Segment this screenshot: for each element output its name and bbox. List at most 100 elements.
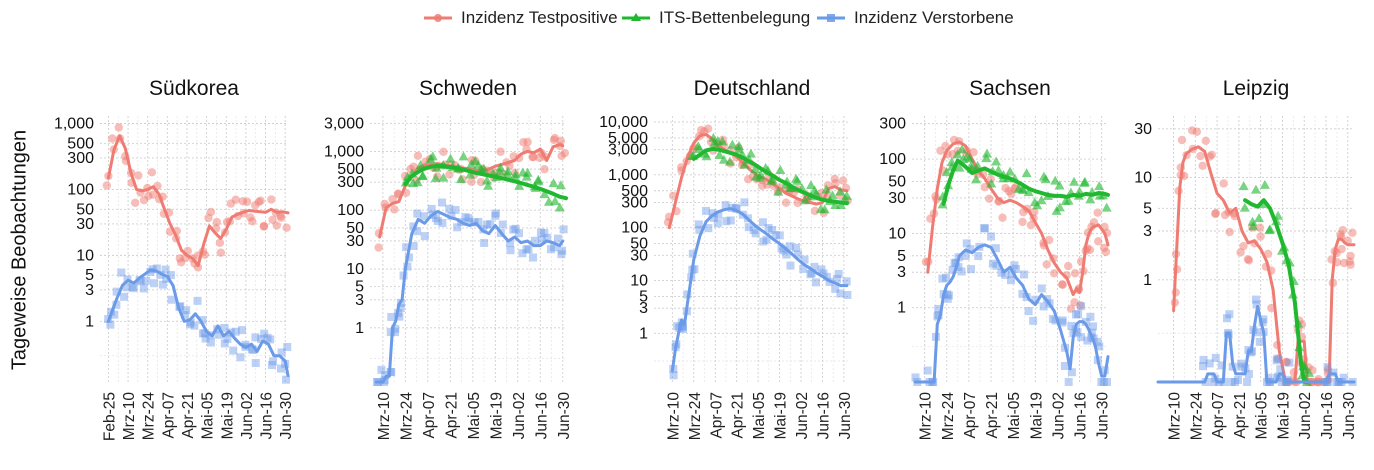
data-point xyxy=(445,170,454,179)
data-point xyxy=(1094,237,1103,246)
y-tick-label: 300 xyxy=(879,116,906,133)
data-point xyxy=(1011,264,1020,273)
legend-item-its[interactable]: ITS-Bettenbelegung xyxy=(621,6,810,30)
panel-title: Leipzig xyxy=(1223,77,1290,100)
data-point xyxy=(427,151,438,161)
data-point xyxy=(433,216,442,225)
data-point xyxy=(941,167,952,177)
data-point xyxy=(834,269,843,278)
data-point xyxy=(709,213,718,222)
y-tick-label: 1 xyxy=(85,313,94,330)
x-tick-label: Jun-02 xyxy=(1050,392,1067,439)
data-point xyxy=(754,172,765,182)
data-point xyxy=(496,147,505,156)
data-point xyxy=(1199,355,1208,364)
data-point xyxy=(518,249,527,258)
data-point xyxy=(231,195,240,204)
data-point xyxy=(701,151,712,161)
data-point xyxy=(1066,304,1076,313)
data-point xyxy=(1243,255,1253,264)
series-inzidenz-verstorbene xyxy=(104,264,292,384)
series-inzidenz-verstorbene xyxy=(669,198,852,380)
data-point xyxy=(413,209,422,218)
data-point xyxy=(1051,316,1060,325)
data-point xyxy=(943,294,952,303)
data-point xyxy=(249,345,258,354)
series-line xyxy=(106,268,290,378)
data-point xyxy=(387,368,396,377)
data-point xyxy=(1251,295,1260,304)
data-point xyxy=(198,329,207,338)
data-point xyxy=(1339,373,1348,382)
data-point xyxy=(1192,127,1202,136)
data-point xyxy=(242,197,252,206)
data-point xyxy=(439,147,448,156)
data-point xyxy=(758,218,767,227)
data-point xyxy=(1020,270,1029,279)
data-point xyxy=(717,136,728,146)
data-point xyxy=(839,193,850,203)
y-tick-label: 30 xyxy=(346,233,364,250)
data-point xyxy=(498,220,507,229)
data-point xyxy=(158,280,167,289)
data-point xyxy=(381,371,390,380)
data-point xyxy=(1071,310,1080,319)
x-tick-label: Mrz-10 xyxy=(918,392,935,441)
data-point xyxy=(1067,368,1076,377)
legend-item-testpositive[interactable]: Inzidenz Testpositive xyxy=(423,6,618,30)
y-tick-label: 30 xyxy=(1134,121,1152,138)
data-point xyxy=(139,284,148,293)
data-point xyxy=(782,250,791,259)
data-point xyxy=(128,282,137,291)
data-point xyxy=(911,373,920,382)
data-point xyxy=(223,334,232,343)
data-point xyxy=(690,265,699,274)
x-tick-label: Jun-30 xyxy=(556,392,573,440)
data-point xyxy=(678,323,687,332)
data-point xyxy=(185,320,194,329)
data-point xyxy=(1097,378,1106,386)
data-point xyxy=(835,186,846,196)
data-point xyxy=(771,231,780,240)
x-tick-label: Mrz-10 xyxy=(376,392,393,441)
data-point xyxy=(775,165,786,175)
data-point xyxy=(673,322,682,331)
data-point xyxy=(688,249,697,258)
data-point xyxy=(420,212,429,221)
data-point xyxy=(933,312,942,321)
data-point xyxy=(1248,221,1259,231)
data-point xyxy=(1346,251,1355,261)
data-point xyxy=(514,180,525,190)
x-tick-label: Mrz-10 xyxy=(665,392,682,441)
data-point xyxy=(1103,378,1112,386)
data-point xyxy=(1256,232,1265,241)
data-point xyxy=(1255,223,1265,232)
data-point xyxy=(1251,328,1260,337)
y-tick-label: 100 xyxy=(337,202,364,219)
series-line xyxy=(1156,304,1356,384)
data-point xyxy=(193,296,202,305)
data-point xyxy=(750,163,761,173)
data-point xyxy=(1074,310,1083,319)
x-tick-label: Mrz-24 xyxy=(940,392,957,441)
data-point xyxy=(1085,194,1096,204)
data-point xyxy=(1077,302,1086,311)
y-tick-label: 1,000 xyxy=(54,116,94,133)
data-point xyxy=(110,310,119,319)
y-tick-label: 3 xyxy=(355,292,364,309)
data-point xyxy=(546,245,555,254)
data-point xyxy=(550,196,561,206)
x-tick-label: Jun-30 xyxy=(1095,392,1112,440)
legend-circle-icon xyxy=(424,14,452,22)
x-tick-label: Mrz-24 xyxy=(141,392,158,441)
data-point xyxy=(732,203,741,212)
data-point xyxy=(1077,333,1086,342)
data-point xyxy=(749,226,758,235)
legend-item-verstorbene[interactable]: Inzidenz Verstorbene xyxy=(816,6,1014,30)
data-point xyxy=(272,221,281,230)
data-point xyxy=(537,235,546,244)
data-point xyxy=(988,259,997,268)
data-point xyxy=(482,220,491,229)
data-point xyxy=(779,246,788,255)
